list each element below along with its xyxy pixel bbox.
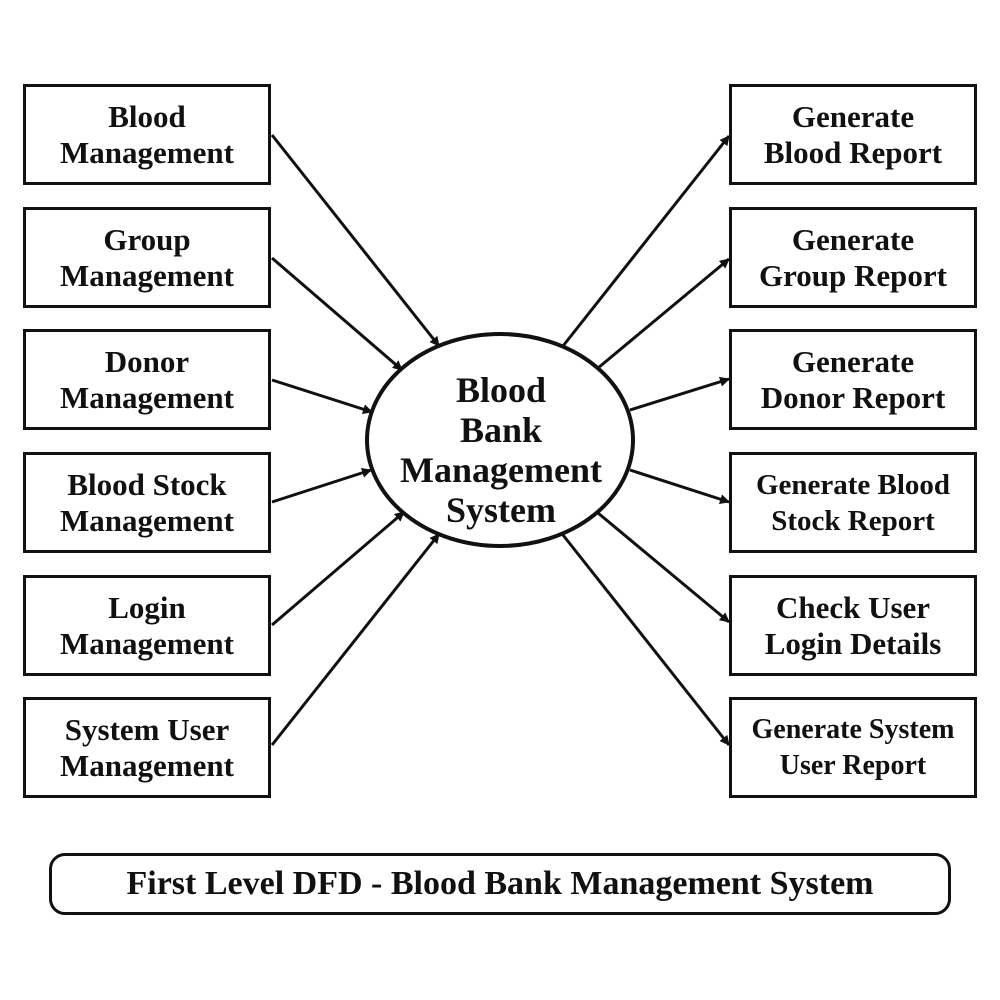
output-label: Generate Blood Stock Report <box>755 468 951 537</box>
input-label: Group Management <box>60 221 234 293</box>
input-label: System User Management <box>60 711 234 783</box>
input-label: Blood Stock Management <box>60 466 234 538</box>
flow-arrow-check-user-login-details <box>597 511 730 624</box>
flow-arrow-group-management <box>271 256 403 372</box>
output-box-generate-system-user-report: Generate System User Report <box>729 697 977 798</box>
output-label: Generate Donor Report <box>760 343 946 415</box>
flow-arrow-generate-donor-report <box>629 376 730 412</box>
flow-arrow-generate-system-user-report <box>561 534 731 746</box>
center-process-ellipse <box>365 332 635 548</box>
input-box-system-user-management: System User Management <box>23 697 271 798</box>
output-box-generate-blood-stock-report: Generate Blood Stock Report <box>729 452 977 553</box>
output-box-check-user-login-details: Check User Login Details <box>729 575 977 676</box>
input-box-login-management: Login Management <box>23 575 271 676</box>
input-box-group-management: Group Management <box>23 207 271 308</box>
flow-arrow-system-user-management <box>270 533 441 746</box>
input-label: Blood Management <box>60 98 234 170</box>
flow-arrow-generate-group-report <box>597 257 730 370</box>
flow-arrow-blood-management <box>270 134 441 347</box>
output-label: Generate System User Report <box>751 713 955 781</box>
output-label: Generate Group Report <box>758 221 947 293</box>
flow-arrow-generate-blood-stock-report <box>629 468 730 504</box>
output-box-generate-blood-report: Generate Blood Report <box>729 84 977 185</box>
output-label: Generate Blood Report <box>763 98 943 170</box>
center-process-label: Blood Bank Management System <box>400 370 602 530</box>
input-box-blood-stock-management: Blood Stock Management <box>23 452 271 553</box>
input-label: Login Management <box>60 589 234 661</box>
input-label: Donor Management <box>60 343 234 415</box>
input-box-blood-management: Blood Management <box>23 84 271 185</box>
flow-arrow-generate-blood-report <box>561 135 731 347</box>
output-box-generate-group-report: Generate Group Report <box>729 207 977 308</box>
diagram-caption: First Level DFD - Blood Bank Management … <box>49 853 951 915</box>
flow-arrow-donor-management <box>271 378 373 415</box>
output-label: Check User Login Details <box>764 589 942 661</box>
flow-arrow-blood-stock-management <box>271 468 372 504</box>
input-box-donor-management: Donor Management <box>23 329 271 430</box>
output-box-generate-donor-report: Generate Donor Report <box>729 329 977 430</box>
flow-arrow-login-management <box>271 510 405 627</box>
